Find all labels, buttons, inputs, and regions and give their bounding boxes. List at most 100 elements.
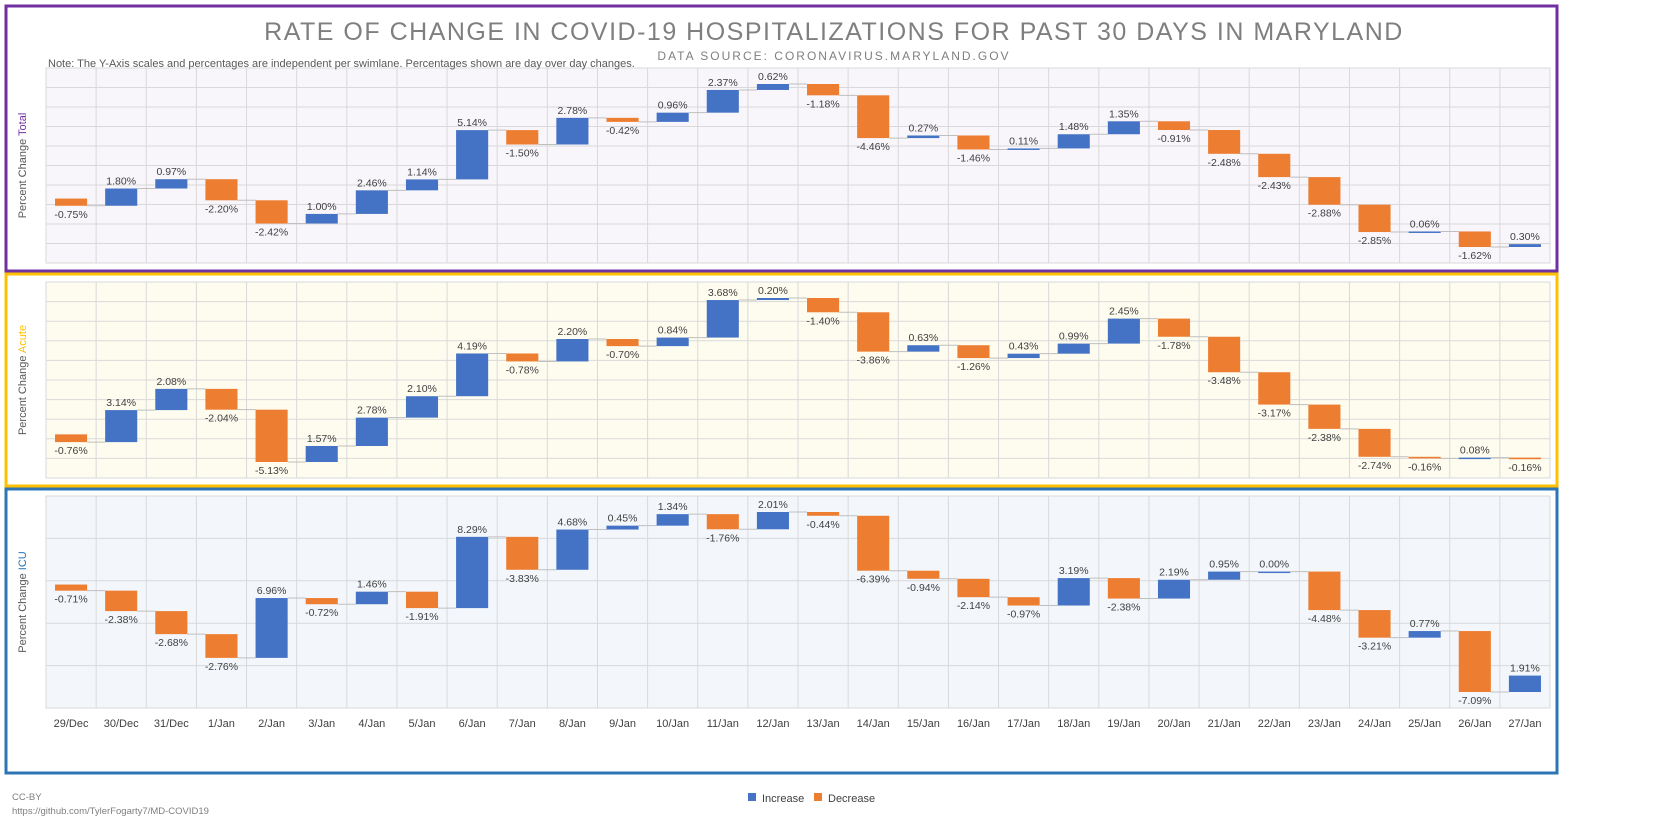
increase-bar bbox=[105, 188, 138, 206]
increase-bar bbox=[405, 179, 439, 191]
x-tick-label: 26/Jan bbox=[1458, 718, 1491, 730]
swimlane-acute: -0.76% 3.14% 2.08% -2.04% -5.13% 1.57% 2.78% 2.… bbox=[4, 272, 1559, 488]
decrease-bar bbox=[205, 634, 238, 658]
decrease-bar bbox=[1508, 457, 1541, 460]
data-label: -3.21% bbox=[1358, 641, 1391, 653]
x-tick-label: 19/Jan bbox=[1107, 718, 1140, 730]
increase-bar bbox=[1157, 579, 1191, 599]
swimlane-border bbox=[4, 4, 1559, 273]
data-label: 2.78% bbox=[357, 405, 387, 417]
decrease-bar bbox=[1258, 153, 1291, 178]
data-label: -3.83% bbox=[506, 573, 539, 585]
data-label: -3.17% bbox=[1258, 408, 1291, 420]
data-label: -1.91% bbox=[405, 611, 438, 623]
increase-bar bbox=[355, 190, 388, 214]
data-label: 0.96% bbox=[658, 100, 688, 112]
decrease-bar bbox=[205, 179, 238, 201]
data-label: -4.48% bbox=[1308, 613, 1341, 625]
data-label: 3.68% bbox=[708, 287, 738, 299]
chart-subtitle: DATA SOURCE: CORONAVIRUS.MARYLAND.GOV bbox=[657, 49, 1010, 63]
decrease-bar bbox=[957, 578, 990, 598]
decrease-bar bbox=[857, 312, 890, 352]
increase-bar bbox=[656, 112, 689, 122]
x-tick-label: 27/Jan bbox=[1508, 718, 1541, 730]
data-label: 5.14% bbox=[457, 117, 487, 129]
data-label: -2.88% bbox=[1308, 208, 1341, 220]
y-axis-title: Percent Change ICU bbox=[17, 551, 29, 653]
data-label: -0.16% bbox=[1408, 461, 1441, 473]
increase-bar bbox=[305, 445, 338, 462]
decrease-bar bbox=[1458, 631, 1491, 692]
decrease-bar bbox=[807, 84, 840, 96]
data-label: 0.27% bbox=[908, 122, 938, 134]
increase-bar bbox=[1007, 148, 1040, 150]
data-label: -1.18% bbox=[806, 98, 839, 110]
increase-bar bbox=[907, 135, 940, 139]
decrease-bar bbox=[1308, 177, 1341, 205]
data-label: -2.85% bbox=[1358, 235, 1391, 247]
legend-decrease-label: Decrease bbox=[828, 793, 875, 805]
swimlane-total: -0.75% 1.80% 0.97% -2.20% -2.42% 1.00% 2.46% 1.… bbox=[4, 4, 1559, 273]
x-tick-label: 9/Jan bbox=[609, 718, 636, 730]
data-label: 0.95% bbox=[1209, 559, 1239, 571]
decrease-bar bbox=[606, 339, 639, 347]
data-label: -2.04% bbox=[205, 413, 238, 425]
data-label: 0.30% bbox=[1510, 231, 1540, 243]
x-tick-label: 30/Dec bbox=[104, 718, 139, 730]
decrease-bar bbox=[1308, 404, 1341, 429]
decrease-bar bbox=[807, 298, 840, 313]
data-label: 0.20% bbox=[758, 285, 788, 297]
decrease-bar bbox=[105, 590, 138, 612]
legend-decrease-swatch bbox=[814, 793, 822, 801]
data-label: 1.91% bbox=[1510, 663, 1540, 675]
data-label: -0.94% bbox=[907, 582, 940, 594]
data-label: 2.08% bbox=[156, 376, 186, 388]
data-label: 1.35% bbox=[1109, 108, 1139, 120]
data-label: 0.00% bbox=[1259, 559, 1289, 571]
decrease-bar bbox=[1107, 578, 1140, 599]
data-label: -2.68% bbox=[155, 637, 188, 649]
data-label: -1.50% bbox=[506, 148, 539, 160]
increase-bar bbox=[1408, 631, 1441, 638]
data-label: 2.19% bbox=[1159, 567, 1189, 579]
x-tick-label: 15/Jan bbox=[907, 718, 940, 730]
x-tick-label: 11/Jan bbox=[707, 718, 739, 730]
increase-bar bbox=[305, 213, 338, 224]
decrease-bar bbox=[255, 409, 288, 462]
decrease-bar bbox=[305, 598, 338, 605]
data-label: 0.84% bbox=[658, 325, 688, 337]
increase-bar bbox=[556, 529, 589, 570]
data-label: -0.76% bbox=[54, 445, 87, 457]
decrease-bar bbox=[1208, 336, 1241, 373]
data-label: 1.00% bbox=[307, 201, 337, 213]
increase-bar bbox=[1508, 675, 1541, 692]
data-label: -2.38% bbox=[1308, 432, 1341, 444]
data-label: 3.14% bbox=[106, 397, 136, 409]
data-label: -0.70% bbox=[606, 349, 639, 361]
increase-bar bbox=[456, 130, 489, 180]
swimlane-border bbox=[4, 272, 1559, 488]
increase-bar bbox=[756, 298, 789, 301]
data-label: 2.10% bbox=[407, 383, 437, 395]
data-label: 0.97% bbox=[156, 166, 186, 178]
data-label: -2.14% bbox=[957, 600, 990, 612]
data-label: -2.38% bbox=[1107, 602, 1140, 614]
data-label: -0.75% bbox=[54, 209, 87, 221]
y-axis-title-prefix: Percent Change bbox=[17, 353, 29, 435]
x-tick-label: 8/Jan bbox=[559, 718, 586, 730]
data-label: -1.46% bbox=[957, 152, 990, 164]
decrease-bar bbox=[1358, 610, 1391, 638]
increase-bar bbox=[756, 512, 789, 530]
data-label: 0.45% bbox=[608, 513, 638, 525]
x-tick-label: 23/Jan bbox=[1308, 718, 1341, 730]
data-label: 2.46% bbox=[357, 177, 387, 189]
decrease-bar bbox=[1358, 204, 1391, 233]
decrease-bar bbox=[957, 345, 990, 359]
decrease-bar bbox=[506, 536, 539, 570]
x-tick-label: 21/Jan bbox=[1208, 718, 1241, 730]
data-label: -3.48% bbox=[1207, 375, 1240, 387]
decrease-bar bbox=[255, 200, 288, 224]
data-label: -1.26% bbox=[957, 361, 990, 373]
increase-bar bbox=[1208, 571, 1241, 580]
data-label: 2.37% bbox=[708, 77, 738, 89]
